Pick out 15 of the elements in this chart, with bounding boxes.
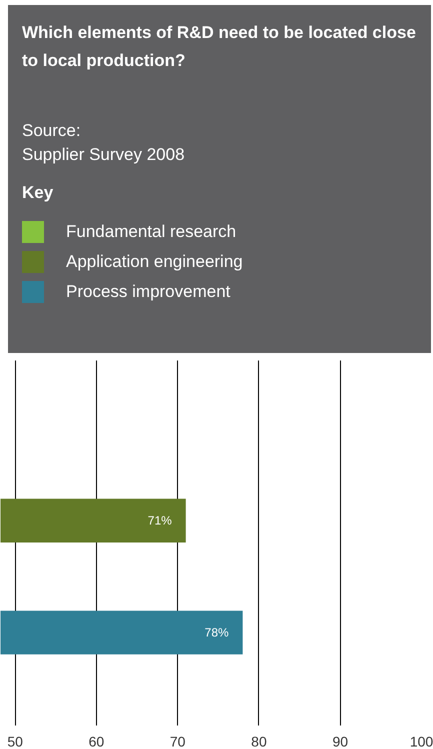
legend-label: Fundamental research [65, 221, 238, 244]
x-tick-label: 50 [7, 734, 24, 749]
x-tick-label: 100 [410, 734, 433, 749]
data-label: 71% [148, 514, 172, 528]
chart-title: Which elements of R&D need to be located close to local production? [22, 22, 417, 72]
text: Supplier Survey 2008 [22, 145, 185, 164]
legend-label: Application engineering [65, 251, 244, 274]
legend-label: Process improvement [65, 281, 232, 304]
x-tick-label: 70 [170, 734, 186, 749]
data-label: 78% [204, 626, 230, 640]
x-tick-label: 80 [251, 734, 267, 749]
source-note: Source: [22, 121, 81, 140]
x-tick-label: 90 [332, 734, 348, 749]
legend-title: Key [22, 182, 54, 204]
x-tick-label: 60 [88, 734, 104, 749]
